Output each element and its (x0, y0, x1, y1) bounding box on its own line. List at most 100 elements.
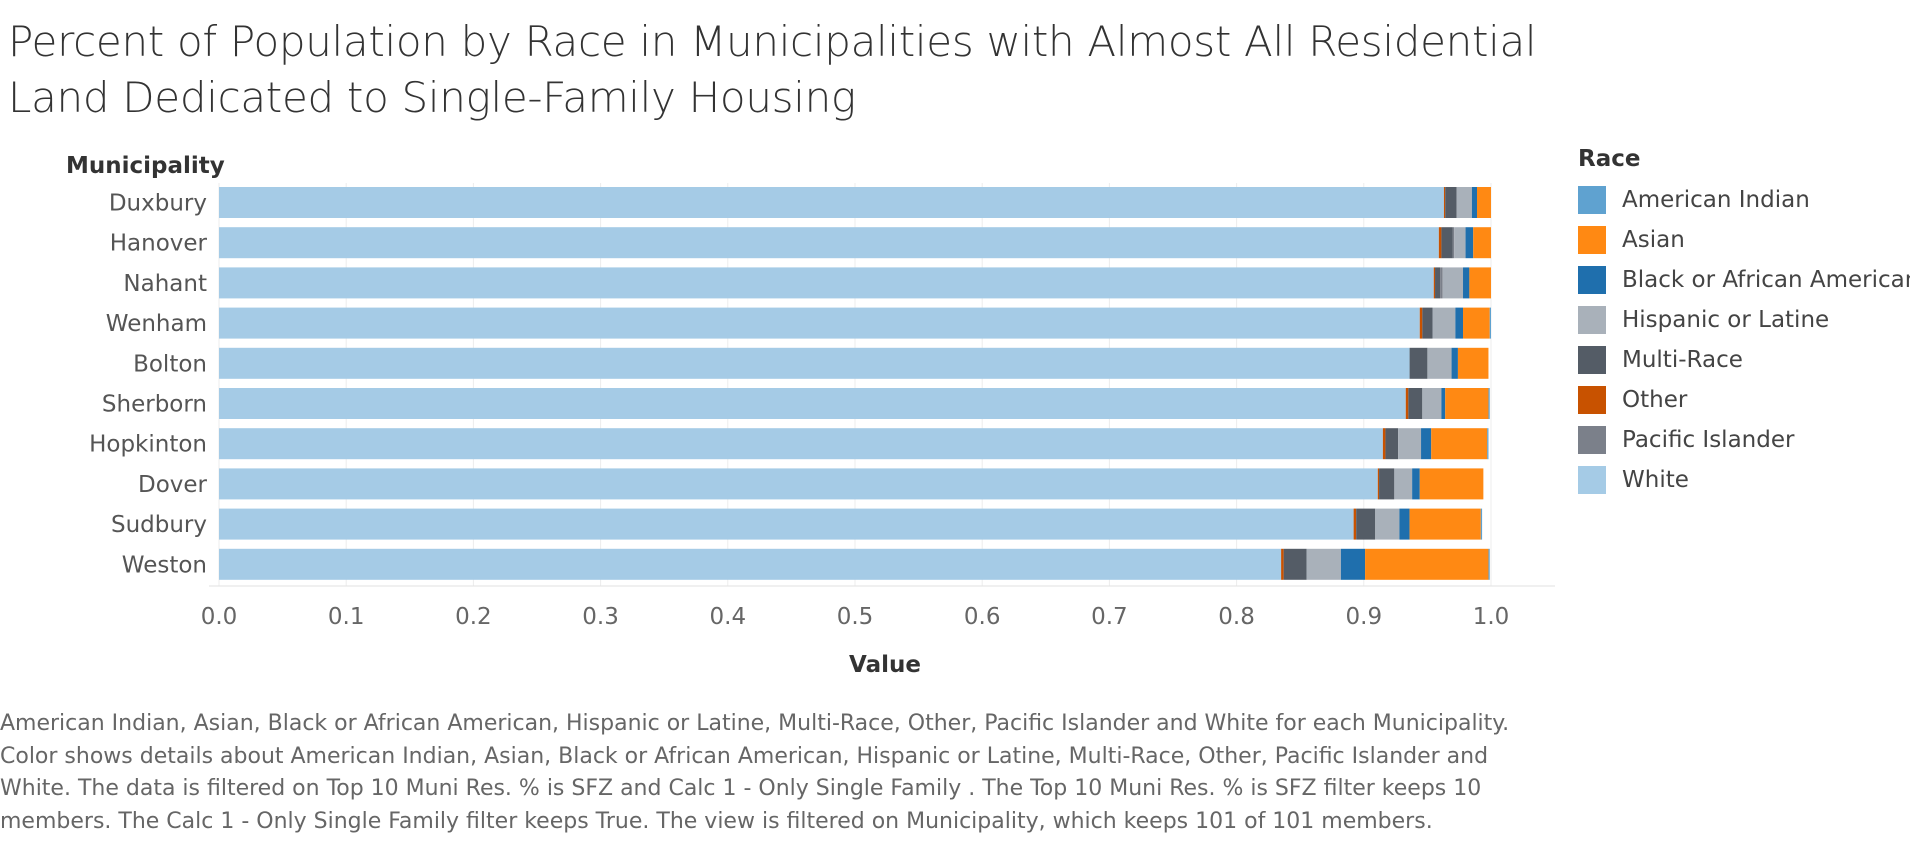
bar-segment (1421, 428, 1432, 460)
bar-segment (1454, 227, 1466, 259)
row-label: Sudbury (111, 512, 207, 538)
bar-segment (1398, 428, 1422, 460)
row-label: Nahant (123, 271, 207, 297)
bar-segment (1477, 187, 1491, 218)
bar-segment (219, 187, 1444, 218)
bar-segment (1455, 307, 1464, 339)
legend-item[interactable]: Multi-Race (1578, 340, 1910, 380)
x-tick-label: 0.3 (582, 604, 619, 630)
legend-swatch (1578, 346, 1606, 374)
bar-segment (219, 227, 1439, 259)
x-tick-label: 0.5 (837, 604, 874, 630)
bar-segment (1385, 428, 1399, 460)
bar-segment (1442, 267, 1464, 299)
bar-segment (1432, 307, 1456, 339)
legend-label: White (1622, 467, 1689, 493)
legend-item[interactable]: Hispanic or Latine (1578, 300, 1910, 340)
x-tick-label: 0.1 (328, 604, 365, 630)
bars (219, 187, 1491, 580)
bar-segment (1488, 548, 1490, 580)
legend-title: Race (1578, 146, 1641, 172)
bar-segment (1427, 347, 1452, 379)
bar-segment (1353, 508, 1357, 540)
bar-segment (219, 468, 1378, 500)
bar-segment (1409, 347, 1428, 379)
bar-segment (1441, 227, 1453, 259)
bar-segment (1488, 388, 1490, 419)
bar-segment (1438, 227, 1442, 259)
x-tick-labels: 0.0 0.1 0.2 0.3 0.4 0.5 0.6 0.7 0.8 0.9 1.0 (201, 604, 1510, 630)
row-label: Hanover (110, 231, 208, 257)
bar-segment (219, 508, 1354, 540)
bar-segment (1409, 508, 1481, 540)
bar-segment (1469, 267, 1491, 299)
bar-segment (1422, 388, 1442, 419)
bar-segment (1377, 468, 1380, 500)
bar-segment (1463, 307, 1490, 339)
row-label: Sherborn (102, 392, 207, 418)
legend-item[interactable]: Pacific Islander (1578, 420, 1910, 460)
bar-segment (219, 267, 1434, 299)
row-label: Dover (138, 472, 208, 498)
bar-segment (1422, 307, 1433, 339)
legend-swatch (1578, 426, 1606, 454)
legend-swatch (1578, 466, 1606, 494)
legend-swatch (1578, 226, 1606, 254)
legend-item[interactable]: White (1578, 460, 1910, 500)
bar-segment (1283, 548, 1307, 580)
bar-segment (1471, 187, 1478, 218)
legend: Race American Indian Asian Black or Africa… (1578, 146, 1910, 500)
x-tick-label: 0.4 (710, 604, 747, 630)
bar-segment (1379, 468, 1395, 500)
bar-segment (1465, 227, 1474, 259)
x-tick-label: 0.8 (1218, 604, 1255, 630)
legend-label: Other (1622, 387, 1688, 413)
bar-segment (1419, 468, 1484, 500)
legend-swatch (1578, 186, 1606, 214)
bar-segment (1365, 548, 1489, 580)
bar-segment (1399, 508, 1410, 540)
x-tick-label: 0.6 (964, 604, 1001, 630)
legend-label: Hispanic or Latine (1622, 307, 1830, 333)
x-tick-label: 0.7 (1091, 604, 1128, 630)
legend-label: Asian (1622, 227, 1685, 253)
bar-segment (1431, 428, 1488, 460)
bar-segment (1480, 508, 1483, 540)
bar-segment (1445, 388, 1489, 419)
bar-segment (1440, 267, 1443, 299)
x-axis-label: Value (849, 652, 921, 678)
bar-segment (219, 307, 1420, 339)
row-label: Bolton (133, 351, 207, 377)
bar-segment (1405, 388, 1409, 419)
bar-segment (1441, 388, 1446, 419)
bar-segment (1433, 267, 1436, 299)
legend-label: Multi-Race (1622, 347, 1743, 373)
row-header: Municipality (66, 153, 225, 179)
bar-segment (1443, 187, 1446, 218)
legend-items: American Indian Asian Black or African Ame… (1578, 180, 1910, 500)
bar-segment (1394, 468, 1413, 500)
bar-segment (1412, 468, 1420, 500)
bar-segment (1435, 267, 1441, 299)
bar-segment (1473, 227, 1491, 259)
bar-segment (1419, 307, 1423, 339)
legend-item[interactable]: Black or African American (1578, 260, 1910, 300)
bar-segment (1451, 347, 1458, 379)
chart-plot: Municipality Duxbury Hanover Nahant Wenham B… (66, 153, 1555, 678)
row-label: Hopkinton (89, 432, 207, 458)
legend-item[interactable]: Other (1578, 380, 1910, 420)
legend-label: Black or African American (1622, 267, 1910, 293)
legend-label: Pacific Islander (1622, 427, 1795, 453)
row-label: Duxbury (109, 191, 207, 217)
x-tick-label: 0.0 (201, 604, 238, 630)
bar-segment (219, 347, 1410, 379)
bar-segment (1457, 347, 1489, 379)
caption-text: American Indian, Asian, Black or African… (0, 711, 1510, 834)
legend-item[interactable]: American Indian (1578, 180, 1910, 220)
x-tick-label: 0.9 (1346, 604, 1383, 630)
bar-segment (1382, 428, 1386, 460)
legend-item[interactable]: Asian (1578, 220, 1910, 260)
legend-swatch (1578, 266, 1606, 294)
x-tick-label: 1.0 (1473, 604, 1510, 630)
bar-segment (1463, 267, 1470, 299)
